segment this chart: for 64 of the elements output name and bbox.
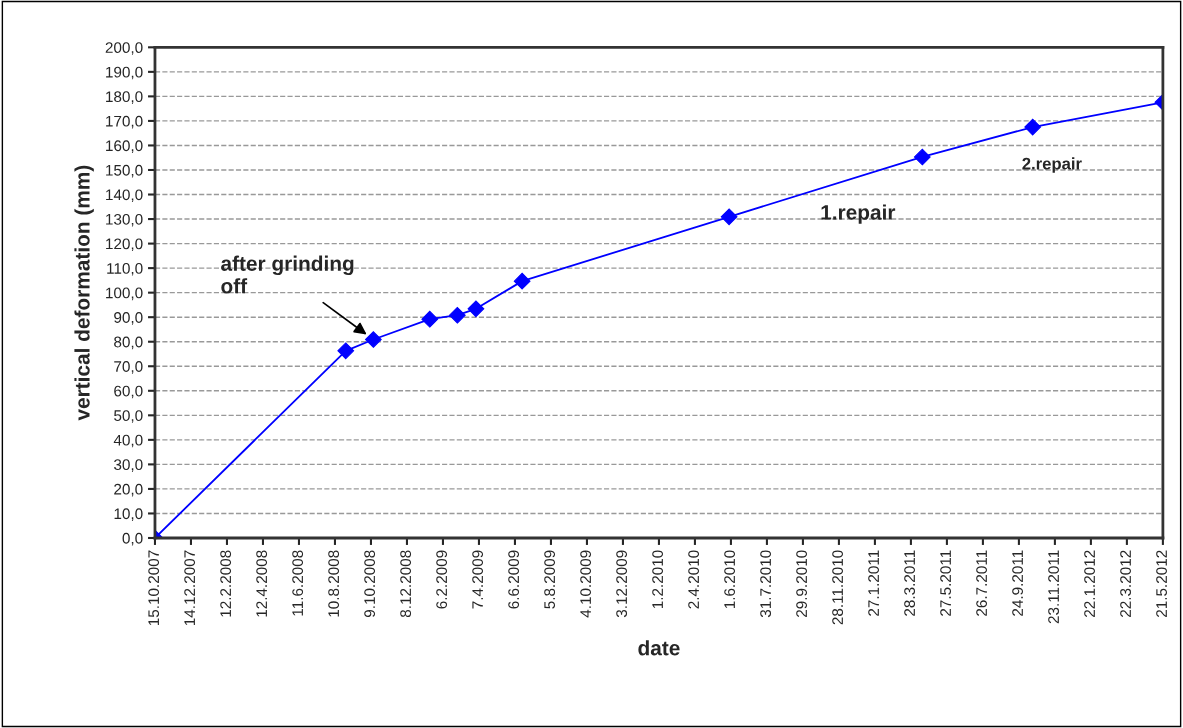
y-tick-label: 30,0 bbox=[114, 459, 143, 472]
point bbox=[337, 342, 355, 360]
x-tick-label: 7.4.2009 bbox=[472, 550, 484, 609]
x-tick-label: 11.6.2008 bbox=[292, 550, 304, 616]
y-tick-label: 120,0 bbox=[106, 238, 143, 252]
point bbox=[1024, 118, 1042, 136]
point bbox=[364, 331, 382, 348]
x-tick-label: 27.5.2011 bbox=[940, 550, 952, 616]
x-tick-label: 31.7.2010 bbox=[760, 550, 772, 618]
annotation: after grinding off bbox=[221, 255, 354, 294]
x-tick-label: 3.12.2009 bbox=[616, 550, 628, 618]
x-tick-label: 4.10.2009 bbox=[580, 550, 592, 618]
y-tick-label: 200,0 bbox=[105, 42, 143, 55]
x-tick-label: 28.3.2011 bbox=[904, 550, 916, 616]
x-tick-label: 15.10.2007 bbox=[148, 550, 160, 626]
point bbox=[467, 300, 485, 318]
annotation: 2.repair bbox=[1022, 157, 1082, 173]
y-tick-label: 0,0 bbox=[122, 532, 143, 546]
x-tick-label: 27.1.2011 bbox=[868, 550, 880, 616]
x-tick-label: 6.6.2009 bbox=[508, 550, 520, 609]
x-tick-label: 14.12.2007 bbox=[184, 550, 196, 626]
y-tick-label: 60,0 bbox=[114, 385, 143, 399]
x-tick-label: 22.1.2012 bbox=[1084, 550, 1095, 617]
y-tick-label: 100,0 bbox=[106, 287, 143, 301]
x-tick-label: 10.8.2008 bbox=[328, 550, 340, 617]
y-tick-label: 40,0 bbox=[113, 434, 143, 448]
y-tick-label: 190,0 bbox=[106, 66, 143, 80]
y-tick-label: 130,0 bbox=[106, 213, 143, 227]
x-tick-label: 29.9.2010 bbox=[796, 550, 808, 617]
y-tick-label: 80,0 bbox=[114, 336, 143, 350]
x-tick-label: 24.9.2011 bbox=[1012, 550, 1023, 616]
y-tick-label: 90,0 bbox=[114, 312, 143, 325]
point bbox=[448, 306, 466, 324]
x-tick-label: 12.2.2008 bbox=[220, 550, 232, 617]
x-tick-label: 9.10.2008 bbox=[364, 550, 376, 618]
x-axis-title: date bbox=[638, 640, 680, 656]
x-tick-label: 8.12.2008 bbox=[400, 550, 412, 618]
x-tick-label: 21.5.2012 bbox=[1156, 550, 1167, 617]
y-tick-label: 150,0 bbox=[106, 164, 143, 178]
x-tick-label: 6.2.2009 bbox=[436, 550, 448, 609]
y-tick-label: 140,0 bbox=[106, 189, 143, 203]
annotation: 1.repair bbox=[821, 204, 896, 224]
y-tick-label: 50,0 bbox=[114, 410, 143, 423]
point bbox=[913, 148, 931, 166]
point bbox=[513, 272, 531, 290]
y-tick-label: 110,0 bbox=[107, 262, 143, 276]
x-tick-label: 12.4.2008 bbox=[256, 550, 268, 617]
y-tick-label: 10,0 bbox=[114, 508, 143, 521]
point bbox=[720, 208, 738, 226]
x-tick-label: 2.4.2010 bbox=[688, 550, 700, 609]
y-axis-title: vertical deformation (mm) bbox=[74, 165, 94, 421]
x-tick-label: 23.11.2011 bbox=[1048, 550, 1059, 624]
x-tick-label: 1.6.2010 bbox=[724, 550, 736, 609]
x-tick-label: 22.3.2012 bbox=[1120, 550, 1131, 617]
x-tick-label: 28.11.2010 bbox=[832, 550, 844, 625]
x-tick-label: 5.8.2009 bbox=[544, 550, 556, 609]
x-tick-label: 26.7.2011 bbox=[976, 550, 988, 616]
x-tick-label: 1.2.2010 bbox=[652, 550, 664, 609]
y-tick-label: 180,0 bbox=[106, 91, 143, 104]
point bbox=[421, 310, 439, 328]
y-tick-label: 170,0 bbox=[106, 115, 143, 129]
y-tick-label: 70,0 bbox=[114, 361, 143, 374]
y-tick-label: 20,0 bbox=[114, 483, 143, 497]
y-tick-label: 160,0 bbox=[106, 140, 143, 153]
